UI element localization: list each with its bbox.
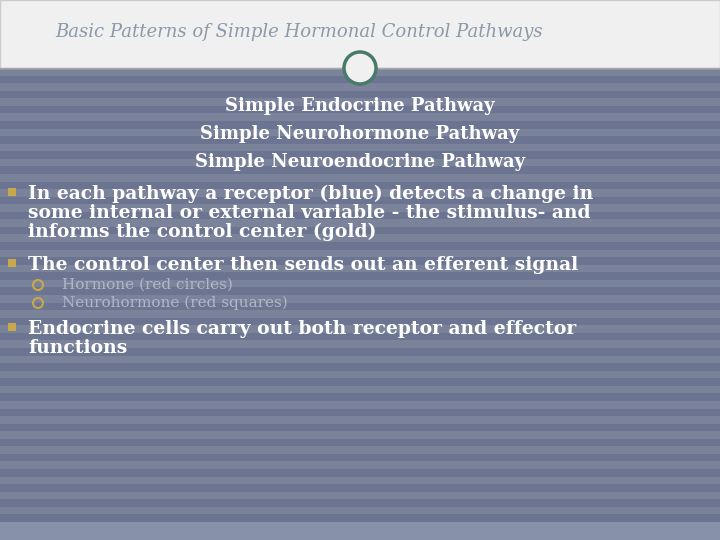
Bar	[8, 188, 16, 196]
Bar	[0, 355, 720, 363]
Bar	[0, 408, 720, 416]
Bar	[0, 287, 720, 295]
Bar	[8, 323, 16, 331]
Bar	[0, 469, 720, 477]
Bar	[0, 302, 720, 310]
Bar	[0, 386, 720, 393]
Bar	[0, 136, 720, 144]
Text: Basic Patterns of Simple Hormonal Control Pathways: Basic Patterns of Simple Hormonal Contro…	[55, 23, 543, 41]
Bar	[0, 522, 720, 540]
Bar	[0, 121, 720, 129]
Bar	[0, 76, 720, 83]
Text: Simple Neuroendocrine Pathway: Simple Neuroendocrine Pathway	[195, 153, 525, 171]
Text: Endocrine cells carry out both receptor and effector: Endocrine cells carry out both receptor …	[28, 320, 576, 338]
Bar	[0, 424, 720, 431]
Bar	[0, 363, 720, 370]
Bar	[0, 492, 720, 500]
Circle shape	[344, 52, 376, 84]
Bar	[0, 106, 720, 113]
Bar	[0, 378, 720, 386]
Bar	[0, 310, 720, 318]
Bar	[0, 98, 720, 106]
Bar	[0, 227, 720, 234]
Text: functions: functions	[28, 339, 127, 357]
Bar	[0, 348, 720, 355]
Bar	[0, 219, 720, 227]
Bar	[8, 259, 16, 267]
Bar	[0, 197, 720, 204]
Bar	[0, 295, 720, 302]
Bar	[0, 447, 720, 454]
Bar	[0, 212, 720, 219]
Bar	[0, 272, 720, 280]
Bar	[0, 181, 720, 189]
Bar	[0, 144, 720, 151]
Bar	[0, 393, 720, 401]
Bar	[0, 151, 720, 159]
Bar	[0, 401, 720, 408]
Bar	[0, 129, 720, 136]
Bar	[0, 166, 720, 174]
Bar	[0, 325, 720, 333]
Bar	[0, 431, 720, 439]
Bar	[0, 462, 720, 469]
Bar	[0, 416, 720, 424]
Text: The control center then sends out an efferent signal: The control center then sends out an eff…	[28, 256, 578, 274]
Bar	[0, 249, 720, 257]
Bar	[0, 159, 720, 166]
Bar	[0, 234, 720, 242]
Bar	[0, 83, 720, 91]
Bar	[0, 113, 720, 121]
Bar	[0, 0, 720, 68]
Bar	[0, 500, 720, 507]
Bar	[0, 333, 720, 340]
Bar	[0, 484, 720, 492]
Bar	[0, 265, 720, 272]
Bar	[0, 507, 720, 515]
Text: some internal or external variable - the stimulus- and: some internal or external variable - the…	[28, 204, 590, 222]
Bar	[0, 242, 720, 249]
Bar	[0, 454, 720, 462]
Text: Simple Endocrine Pathway: Simple Endocrine Pathway	[225, 97, 495, 115]
Text: Hormone (red circles): Hormone (red circles)	[62, 278, 233, 292]
Bar	[0, 257, 720, 265]
Text: Neurohormone (red squares): Neurohormone (red squares)	[62, 296, 288, 310]
Bar	[0, 318, 720, 325]
Bar	[0, 477, 720, 484]
Text: informs the control center (gold): informs the control center (gold)	[28, 223, 377, 241]
Bar	[0, 0, 720, 68]
Bar	[0, 174, 720, 181]
Text: In each pathway a receptor (blue) detects a change in: In each pathway a receptor (blue) detect…	[28, 185, 593, 203]
Bar	[0, 370, 720, 378]
Bar	[0, 439, 720, 447]
Bar	[0, 189, 720, 197]
Bar	[0, 515, 720, 522]
Bar	[0, 91, 720, 98]
Bar	[0, 68, 720, 76]
Bar	[0, 280, 720, 287]
Bar	[0, 340, 720, 348]
Bar	[0, 204, 720, 212]
Text: Simple Neurohormone Pathway: Simple Neurohormone Pathway	[200, 125, 520, 143]
